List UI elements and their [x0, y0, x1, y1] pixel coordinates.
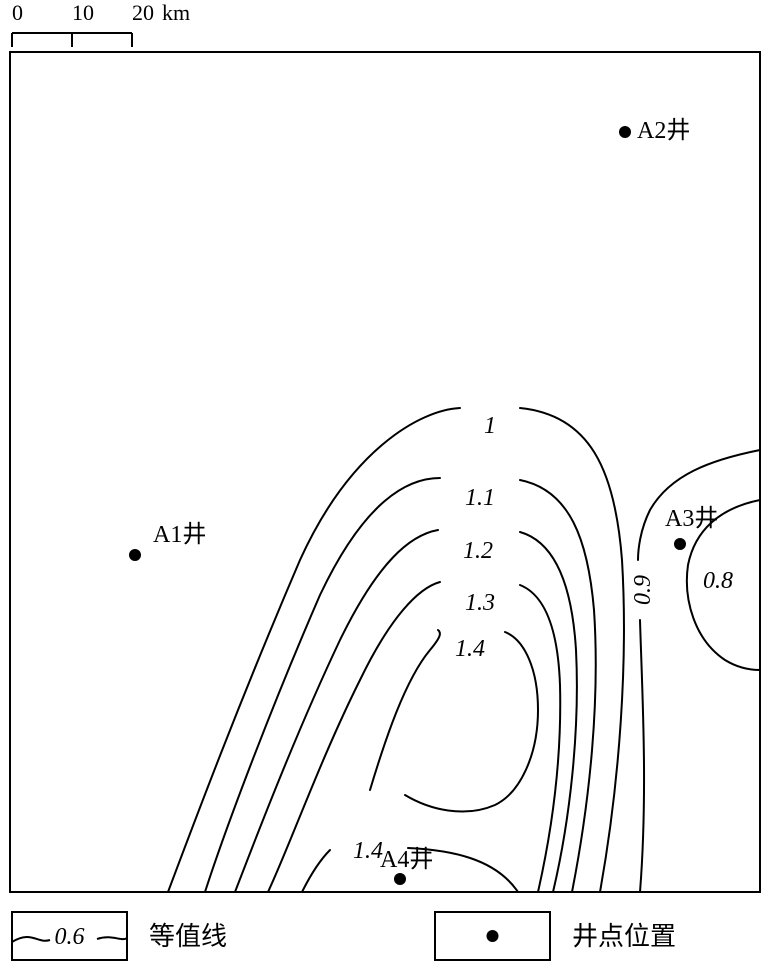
scale-tick-label: 20	[132, 0, 154, 25]
map-svg: 0 10 20 km 1 1.1 1.2 1.3 1.4 1.4 0.9 0.8 A1井 A2井 A3井 A4…	[0, 0, 775, 970]
well-marker	[619, 126, 631, 138]
contour-label: 1	[484, 413, 496, 439]
contour-line	[235, 530, 438, 892]
legend: 0.6 等值线 井点位置	[12, 912, 676, 960]
well-label: A3井	[665, 505, 718, 532]
contour-line	[520, 480, 596, 892]
legend-contour-label: 等值线	[149, 922, 227, 951]
contour-line	[168, 408, 460, 892]
contour-line	[520, 585, 560, 892]
legend-well-marker	[487, 930, 499, 942]
legend-contour-sample-left	[12, 937, 50, 942]
legend-contour-sample-right	[97, 937, 127, 939]
contour-label: 1.4	[353, 838, 383, 864]
well-label: A2井	[637, 117, 690, 144]
scale-tick-label: 0	[12, 0, 23, 25]
well-marker	[674, 538, 686, 550]
well-label: A1井	[153, 521, 206, 548]
wells-group: A1井 A2井 A3井 A4井	[129, 117, 718, 885]
scale-tick-label: 10	[72, 0, 94, 25]
contour-label: 0.9	[630, 575, 656, 605]
well-marker	[394, 873, 406, 885]
scale-bar: 0 10 20 km	[12, 0, 190, 47]
contour-line	[205, 478, 440, 892]
contour-line	[370, 630, 440, 790]
contour-label: 0.8	[703, 568, 733, 594]
contour-label: 1.3	[465, 590, 495, 616]
contour-line	[520, 408, 624, 892]
contour-label: 1.4	[455, 636, 485, 662]
contours-group: 1 1.1 1.2 1.3 1.4 1.4 0.9 0.8	[168, 408, 760, 892]
legend-well-label: 井点位置	[572, 922, 676, 951]
well-marker	[129, 549, 141, 561]
contour-label: 1.1	[465, 485, 495, 511]
contour-line	[302, 850, 330, 892]
page-root: 0 10 20 km 1 1.1 1.2 1.3 1.4 1.4 0.9 0.8 A1井 A2井 A3井 A4…	[0, 0, 775, 970]
legend-contour-value: 0.6	[55, 924, 85, 950]
map-frame	[10, 52, 760, 892]
scale-unit: km	[162, 0, 190, 25]
contour-label: 1.2	[463, 538, 493, 564]
contour-line	[640, 620, 644, 892]
well-label: A4井	[380, 846, 433, 873]
